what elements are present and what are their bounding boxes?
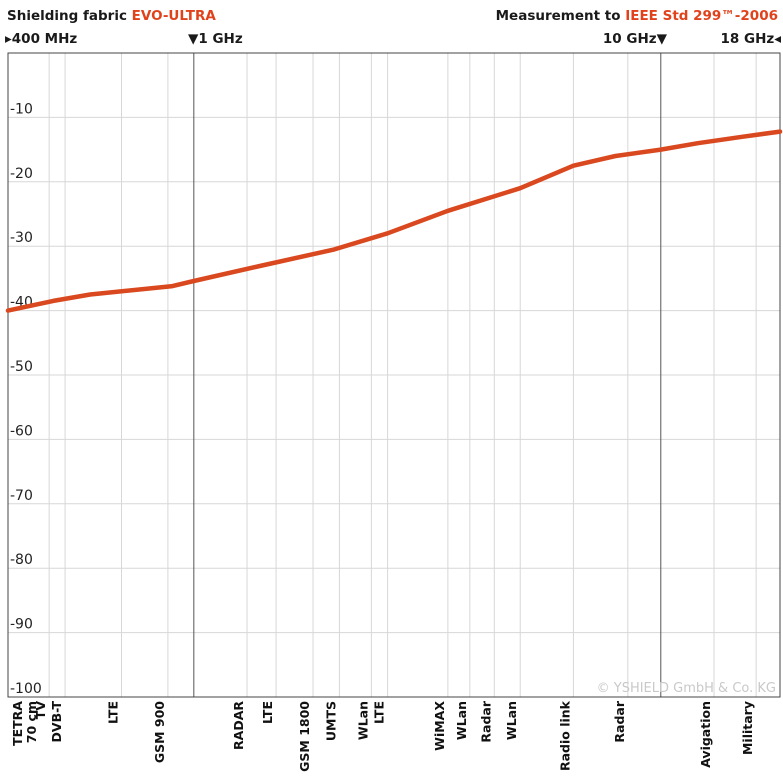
band-label: LTE [372, 701, 387, 724]
marker-10ghz: 10 GHz▼ [603, 31, 668, 47]
series-line [5, 129, 783, 313]
band-label: DVB-T [49, 701, 64, 743]
y-tick-label: -30 [10, 230, 33, 246]
y-tick-label: -100 [10, 681, 42, 697]
band-label: GSM 900 [152, 701, 167, 763]
band-label: WLan [454, 701, 469, 740]
band-label: Military [740, 701, 755, 755]
measurement-standard: Measurement to IEEE Std 299™-2006 [496, 8, 778, 24]
band-label: Radar [478, 700, 493, 742]
y-tick-label: -80 [10, 552, 33, 568]
y-tick-label: -90 [10, 617, 33, 633]
band-label: TV [33, 701, 48, 720]
plot-frame [7, 52, 781, 698]
marker-1ghz: ▼1 GHz [188, 31, 243, 47]
band-label: RADAR [231, 701, 246, 750]
band-label: LTE [105, 701, 120, 724]
y-tick-label: -20 [10, 166, 33, 182]
grid [8, 53, 780, 698]
band-label: UMTS [323, 701, 338, 741]
copyright: © YSHIELD GmbH & Co. KG [597, 681, 776, 696]
y-tick-label: -70 [10, 488, 33, 504]
marker-400mhz: ▸400 MHz [5, 31, 77, 47]
band-label: TETRA [10, 701, 25, 746]
band-label: Radar [612, 700, 627, 742]
band-label: WLan [355, 701, 370, 740]
band-label: 70 cm [24, 701, 39, 743]
y-tick-label: -10 [10, 101, 33, 117]
band-label: Radio link [557, 700, 572, 771]
band-label: WiMAX [432, 701, 447, 751]
chart-title: Shielding fabric EVO-ULTRA [7, 8, 216, 24]
y-tick-labels: -10-20-30-40-50-60-70-80-90-100 [10, 101, 42, 697]
band-label: LTE [260, 701, 275, 724]
band-label: WLan [504, 701, 519, 740]
y-tick-label: -50 [10, 359, 33, 375]
band-label: GSM 1800 [297, 701, 312, 772]
y-tick-label: -60 [10, 423, 33, 439]
band-label: Avigation [698, 701, 713, 768]
marker-18ghz: 18 GHz◂ [721, 31, 782, 47]
